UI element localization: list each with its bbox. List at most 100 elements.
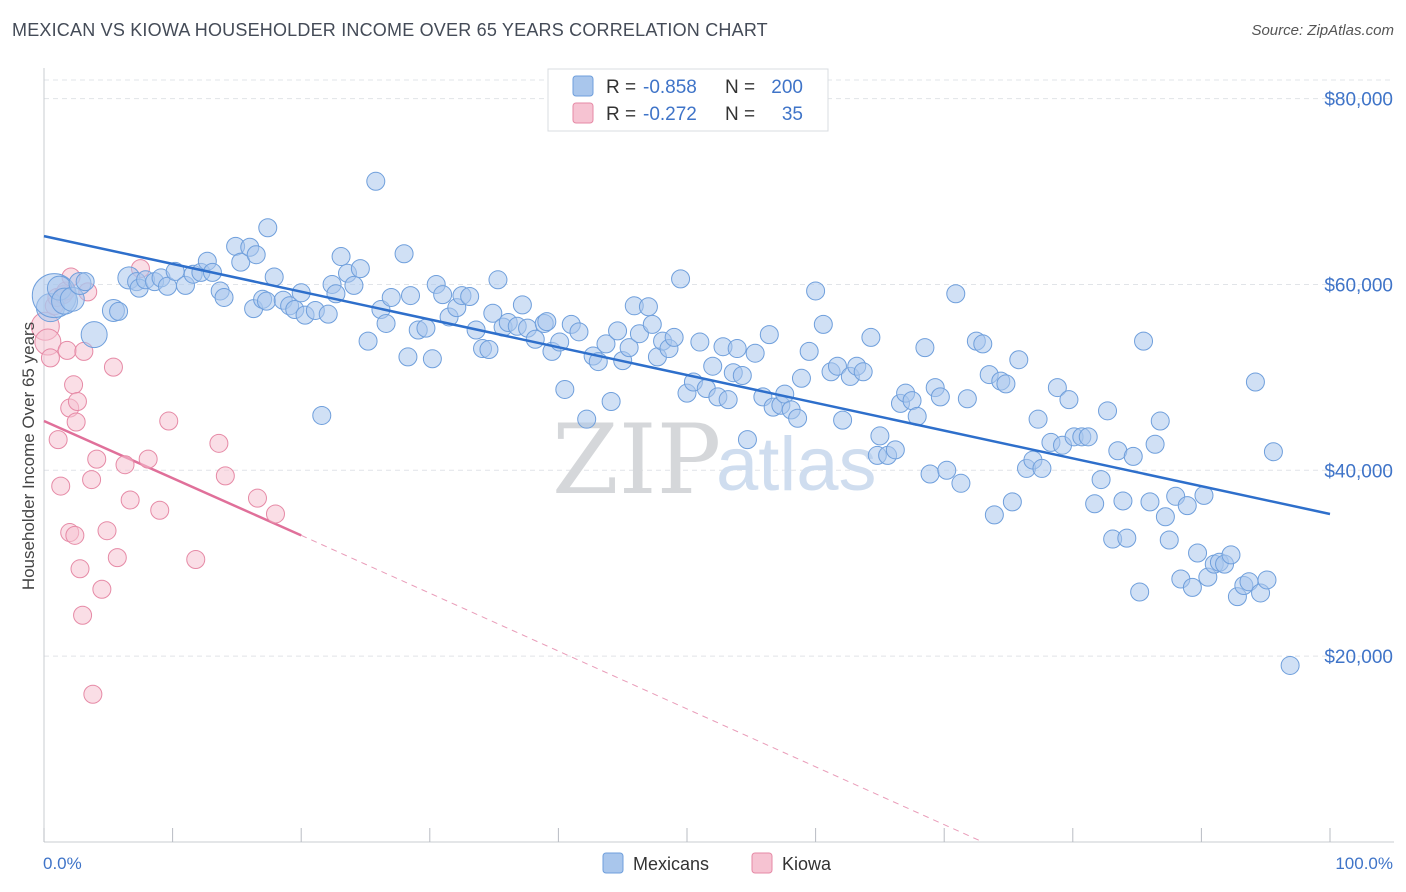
kiowa-points xyxy=(30,259,285,704)
mexicans-point-32 xyxy=(258,218,278,238)
mexicans-point-41 xyxy=(318,304,338,324)
mexicans-point-176 xyxy=(1140,492,1160,512)
mexicans-point-191 xyxy=(1221,545,1241,565)
mexicans-point-179 xyxy=(1155,507,1175,527)
mexicans-point-75 xyxy=(525,329,545,349)
mexicans-point-199 xyxy=(1280,655,1300,675)
mexicans-point-152 xyxy=(996,374,1016,394)
mexicans-point-99 xyxy=(671,269,691,289)
y-axis-label: Householder Income Over 65 years xyxy=(19,322,38,590)
kiowa-point-33 xyxy=(159,411,179,431)
kiowa-point-18 xyxy=(73,605,93,625)
mexicans-point-168 xyxy=(1098,401,1118,421)
mexicans-point-64 xyxy=(460,287,480,307)
kiowa-point-9 xyxy=(57,340,77,360)
mexicans-point-175 xyxy=(1134,331,1154,351)
kiowa-point-34 xyxy=(186,550,206,570)
mexicans-point-166 xyxy=(1085,494,1105,514)
kiowa-point-16 xyxy=(67,392,87,412)
kiowa-point-15 xyxy=(66,412,86,432)
mexicans-point-148 xyxy=(973,334,993,354)
y-tick-labels: $20,000 $40,000 $60,000 $80,000 xyxy=(1324,90,1393,669)
mexicans-point-157 xyxy=(1028,409,1048,429)
mexicans-point-40 xyxy=(312,405,332,425)
mexicans-point-92 xyxy=(629,324,649,344)
mexicans-point-49 xyxy=(366,171,386,191)
mexicans-point-112 xyxy=(745,343,765,363)
mexicans-point-125 xyxy=(827,356,847,376)
mexicans-point-68 xyxy=(483,303,503,323)
x-tick-label-0: 0.0% xyxy=(43,854,82,873)
mexicans-point-123 xyxy=(813,314,833,334)
mexicans-point-77 xyxy=(537,312,557,332)
mexicans-point-110 xyxy=(732,366,752,386)
legend-n-label-1: N = xyxy=(725,77,755,98)
mexicans-point-172 xyxy=(1117,528,1137,548)
kiowa-trend-line xyxy=(43,419,302,537)
mexicans-point-197 xyxy=(1257,570,1277,590)
mexicans-point-98 xyxy=(664,327,684,347)
kiowa-point-2 xyxy=(40,348,60,368)
mexicans-point-126 xyxy=(833,410,853,430)
mexicans-point-104 xyxy=(703,356,723,376)
mexicans-point-195 xyxy=(1245,372,1265,392)
mexicans-point-134 xyxy=(885,440,905,460)
legend-swatch-mexicans xyxy=(572,75,594,97)
mexicans-point-73 xyxy=(512,295,532,315)
mexicans-point-51 xyxy=(376,313,396,333)
mexicans-point-173 xyxy=(1123,446,1143,466)
mexicans-point-143 xyxy=(937,460,957,480)
watermark: ZIP atlas xyxy=(552,404,877,516)
mexicans-point-55 xyxy=(401,286,421,306)
mexicans-point-139 xyxy=(915,338,935,358)
mexicans-point-145 xyxy=(951,473,971,493)
mexicans-point-52 xyxy=(381,287,401,307)
y-tick-label-0: $20,000 xyxy=(1324,647,1393,668)
mexicans-point-114 xyxy=(759,325,779,345)
mexicans-point-67 xyxy=(479,339,499,359)
mexicans-point-174 xyxy=(1130,582,1150,602)
mexicans-point-142 xyxy=(930,387,950,407)
mexicans-point-198 xyxy=(1263,442,1283,462)
legend-n-label-2: N = xyxy=(725,104,755,125)
bottom-legend-kiowa: Kiowa xyxy=(782,854,832,874)
kiowa-point-17 xyxy=(70,559,90,579)
y-tick-label-2: $60,000 xyxy=(1324,275,1393,296)
kiowa-point-38 xyxy=(265,504,285,524)
mexicans-point-140 xyxy=(920,464,940,484)
mexicans-point-121 xyxy=(799,341,819,361)
kiowa-point-21 xyxy=(82,470,102,490)
kiowa-point-35 xyxy=(209,433,229,453)
mexicans-point-69 xyxy=(488,270,508,290)
legend-r-label-2: R = xyxy=(606,104,636,125)
kiowa-point-23 xyxy=(87,449,107,469)
mexicans-point-165 xyxy=(1078,427,1098,447)
bottom-legend: Mexicans Kiowa xyxy=(602,852,832,874)
mexicans-point-6 xyxy=(75,272,95,292)
kiowa-point-36 xyxy=(215,466,235,486)
kiowa-trend-extension xyxy=(300,534,983,843)
kiowa-point-27 xyxy=(107,548,127,568)
kiowa-point-14 xyxy=(65,525,85,545)
mexicans-point-90 xyxy=(619,338,639,358)
legend-r-value-1: -0.858 xyxy=(643,77,697,98)
kiowa-point-5 xyxy=(48,430,68,450)
mexicans-point-54 xyxy=(398,347,418,367)
mexicans-point-29 xyxy=(246,245,266,265)
mexicans-point-178 xyxy=(1150,411,1170,431)
axes xyxy=(43,68,1394,843)
mexicans-point-44 xyxy=(331,247,351,267)
bottom-legend-swatch-kiowa xyxy=(751,852,773,874)
mexicans-point-102 xyxy=(690,332,710,352)
mexicans-point-144 xyxy=(946,284,966,304)
mexicans-point-177 xyxy=(1145,434,1165,454)
legend: R = -0.858 N = 200 R = -0.272 N = 35 xyxy=(547,68,829,132)
mexicans-point-146 xyxy=(957,389,977,409)
x-tick-label-1: 100.0% xyxy=(1335,854,1393,873)
kiowa-point-29 xyxy=(120,490,140,510)
mexicans-point-47 xyxy=(350,259,370,279)
mexicans-point-57 xyxy=(416,318,436,338)
mexicans-point-83 xyxy=(577,409,597,429)
mexicans-point-120 xyxy=(791,368,811,388)
mexicans-point-94 xyxy=(642,314,662,334)
